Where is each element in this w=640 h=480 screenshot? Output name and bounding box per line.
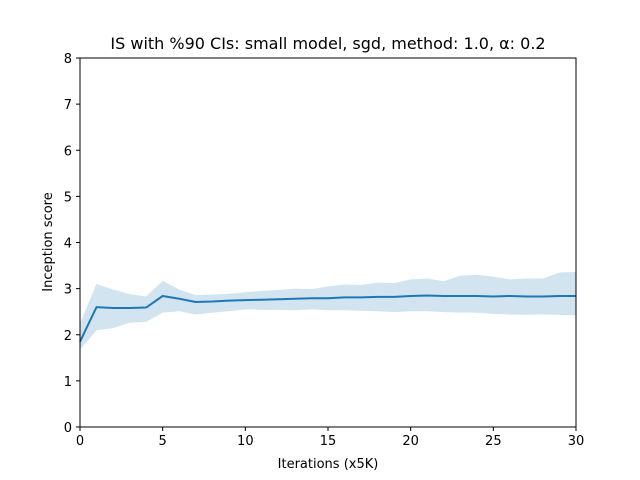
series-line [79, 294, 576, 343]
x-axis-label: Iterations (x5K) [278, 457, 379, 472]
x-tick-label: 25 [485, 434, 502, 449]
y-tick-label: 2 [64, 329, 72, 344]
x-tick-label: 5 [159, 434, 167, 449]
ci-band [80, 272, 576, 350]
y-tick-label: 4 [64, 237, 72, 252]
y-tick-label: 1 [64, 375, 72, 390]
y-tick-label: 8 [64, 52, 72, 67]
axes-frame [79, 57, 577, 428]
y-tick-label: 6 [64, 144, 72, 159]
plot-area: 0 5 10 15 20 25 30 0 1 2 3 4 5 6 7 8 [64, 52, 585, 449]
x-tick-label: 10 [237, 434, 254, 449]
x-tick-label: 0 [76, 434, 84, 449]
x-tick-label: 30 [568, 434, 585, 449]
y-axis-label: Inception score [41, 192, 56, 291]
y-tick-label: 3 [64, 283, 72, 298]
x-tick-label: 20 [402, 434, 419, 449]
y-tick-label: 7 [64, 98, 72, 113]
chart-title: IS with %90 CIs: small model, sgd, metho… [110, 34, 545, 53]
y-tick-label: 0 [64, 421, 72, 436]
x-tick-label: 15 [320, 434, 337, 449]
y-tick-label: 5 [64, 190, 72, 205]
